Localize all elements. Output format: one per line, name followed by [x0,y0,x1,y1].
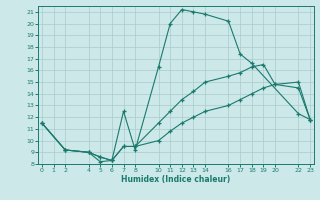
X-axis label: Humidex (Indice chaleur): Humidex (Indice chaleur) [121,175,231,184]
